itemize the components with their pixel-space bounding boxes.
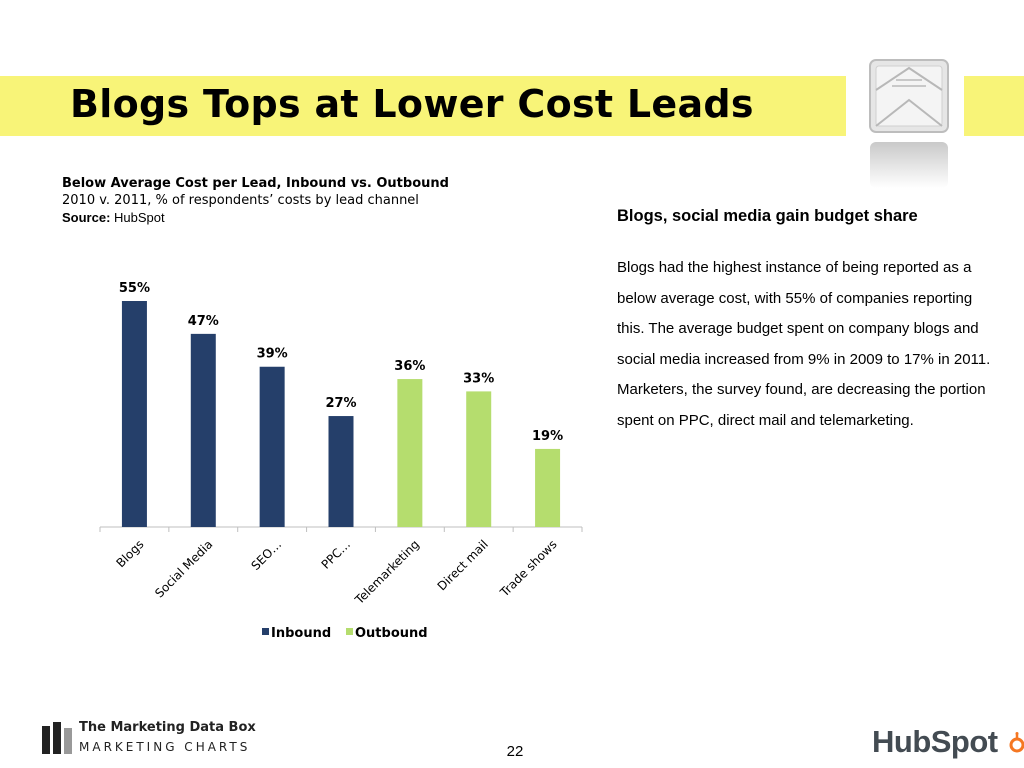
legend-swatch-inbound — [262, 628, 269, 635]
x-tick-label: SEO… — [248, 537, 284, 573]
bar-direct-mail — [466, 391, 492, 527]
slide-title: Blogs Tops at Lower Cost Leads — [70, 82, 754, 126]
hubspot-logo-text: HubSpot — [872, 724, 998, 759]
brand-line-1: The Marketing Data Box — [79, 720, 256, 735]
title-band-right — [964, 76, 1024, 136]
x-tick-label: Direct mail — [435, 537, 491, 593]
data-label: 33% — [463, 371, 494, 386]
data-label: 39% — [257, 347, 288, 362]
sidebar-heading: Blogs, social media gain budget share — [617, 207, 918, 225]
legend-label-inbound: Inbound — [271, 626, 331, 641]
data-label: 55% — [119, 281, 150, 296]
source-value: HubSpot — [114, 210, 165, 225]
page-number: 22 — [506, 743, 524, 760]
sidebar-body: Blogs had the highest instance of being … — [617, 259, 991, 429]
bar-blogs — [121, 301, 147, 527]
hubspot-logo: HubSpot — [872, 724, 1024, 760]
chart-subtitle: 2010 v. 2011, % of respondents’ costs by… — [62, 193, 419, 208]
bar-telemarketing — [397, 379, 423, 527]
bar-chart: 55% Blogs 47% Social Media 39% SEO… 27% PPC… 36%… — [99, 281, 583, 641]
legend-label-outbound: Outbound — [355, 626, 428, 641]
legend-swatch-outbound — [346, 628, 353, 635]
title-band — [0, 76, 846, 136]
data-label: 36% — [394, 359, 425, 374]
data-label: 47% — [188, 314, 219, 329]
x-tick-label: Telemarketing — [352, 537, 422, 607]
source-label: Source: — [62, 210, 111, 225]
data-label: 19% — [532, 429, 563, 444]
x-tick-label: Social Media — [152, 537, 215, 600]
marketing-charts-bars-icon — [42, 722, 72, 754]
hubspot-sprocket-icon — [1009, 732, 1024, 753]
bar-trade-shows — [535, 448, 561, 527]
x-tick-label: PPC… — [319, 537, 354, 572]
bar-social-media — [190, 333, 216, 527]
envelope-icon — [869, 59, 949, 188]
bar-seo- — [259, 366, 285, 527]
chart-title: Below Average Cost per Lead, Inbound vs.… — [62, 176, 449, 191]
chart-source: Source: HubSpot — [62, 210, 165, 225]
brand-line-2: MARKETING CHARTS — [79, 740, 251, 754]
x-tick-label: Trade shows — [497, 537, 560, 600]
bar-ppc- — [328, 416, 354, 527]
data-label: 27% — [325, 396, 356, 411]
x-tick-label: Blogs — [113, 537, 146, 570]
